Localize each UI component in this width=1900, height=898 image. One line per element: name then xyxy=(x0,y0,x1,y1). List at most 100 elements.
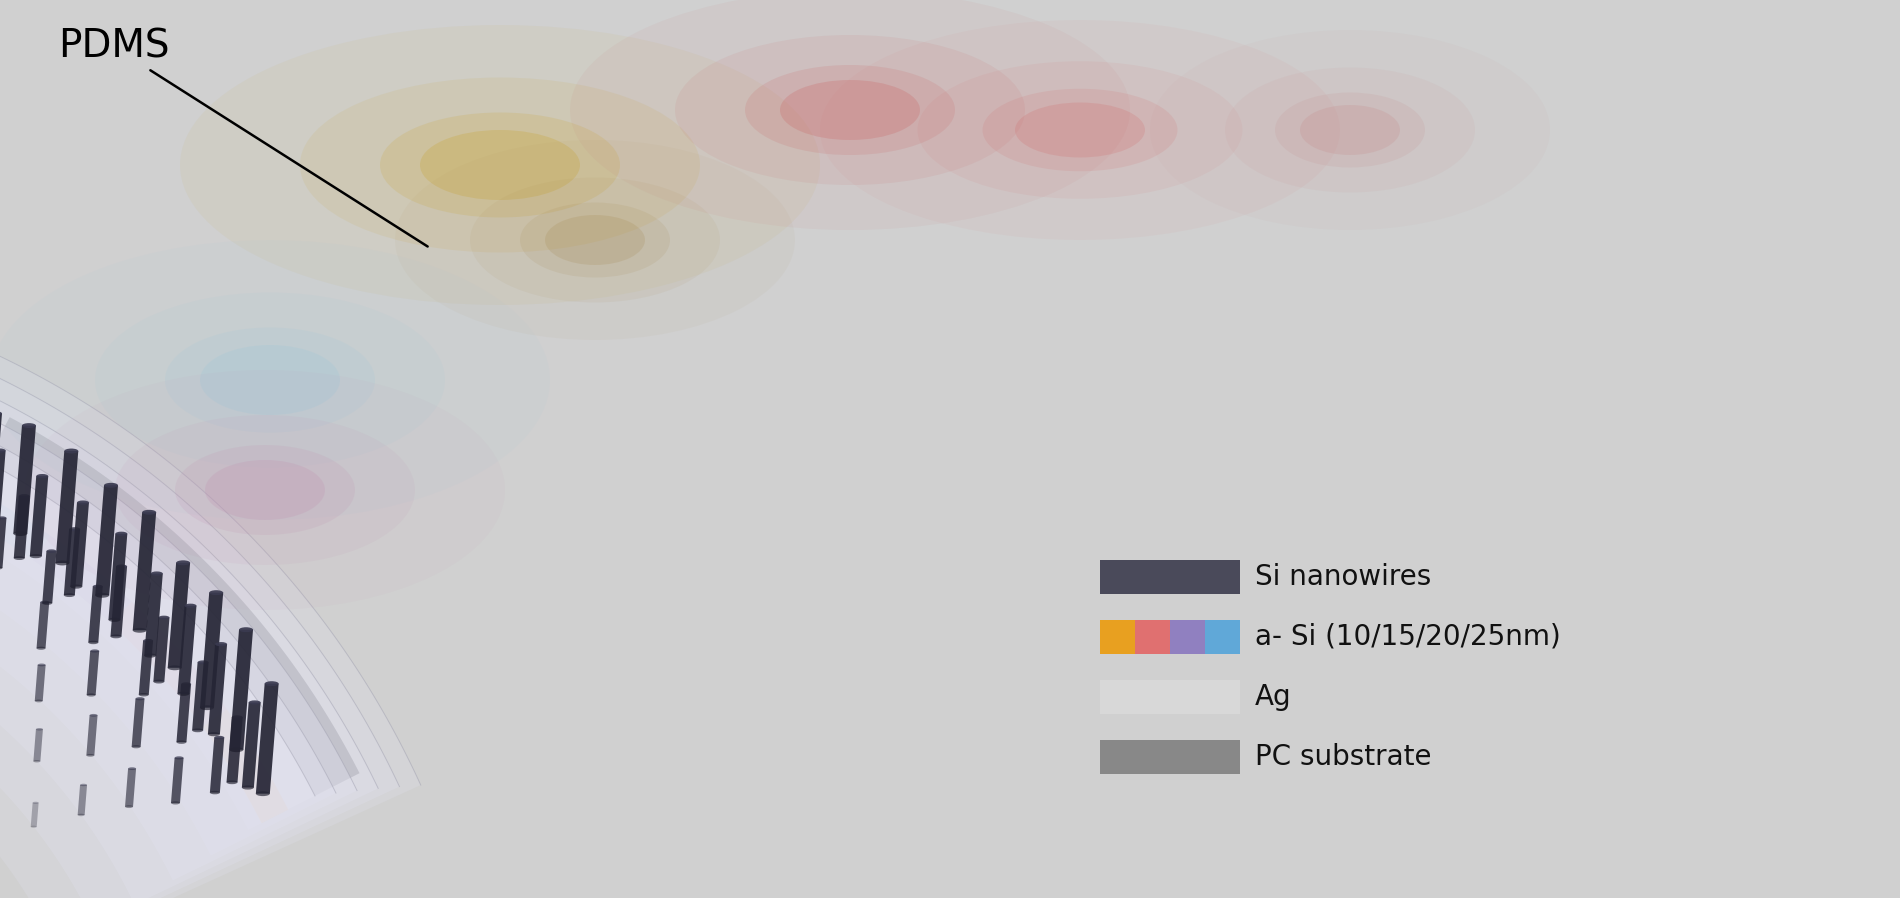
Ellipse shape xyxy=(30,554,42,559)
Polygon shape xyxy=(42,551,57,603)
Polygon shape xyxy=(131,699,144,747)
Ellipse shape xyxy=(23,423,36,428)
Ellipse shape xyxy=(207,732,220,736)
Ellipse shape xyxy=(180,682,192,686)
Ellipse shape xyxy=(32,802,38,804)
Polygon shape xyxy=(110,602,226,726)
Ellipse shape xyxy=(127,767,137,770)
Ellipse shape xyxy=(36,728,44,730)
Ellipse shape xyxy=(144,654,156,657)
Polygon shape xyxy=(177,606,196,694)
Ellipse shape xyxy=(116,565,127,568)
Ellipse shape xyxy=(95,593,108,598)
Text: a- Si (10/15/20/25nm): a- Si (10/15/20/25nm) xyxy=(1256,623,1560,651)
Polygon shape xyxy=(0,462,315,809)
Ellipse shape xyxy=(38,664,46,666)
Ellipse shape xyxy=(19,494,30,498)
Ellipse shape xyxy=(420,130,580,200)
Polygon shape xyxy=(0,518,6,568)
Ellipse shape xyxy=(264,682,279,686)
Ellipse shape xyxy=(70,585,82,589)
Polygon shape xyxy=(139,640,154,695)
Polygon shape xyxy=(30,476,48,556)
Polygon shape xyxy=(13,496,30,558)
Ellipse shape xyxy=(89,714,97,717)
Ellipse shape xyxy=(87,640,99,644)
Polygon shape xyxy=(110,567,127,637)
Ellipse shape xyxy=(89,649,99,653)
Polygon shape xyxy=(0,334,420,898)
Polygon shape xyxy=(192,663,209,730)
Ellipse shape xyxy=(241,786,255,789)
Bar xyxy=(1134,620,1170,654)
Ellipse shape xyxy=(180,25,821,305)
Ellipse shape xyxy=(745,65,956,155)
Bar xyxy=(1170,620,1205,654)
Ellipse shape xyxy=(380,112,619,217)
Polygon shape xyxy=(171,758,184,803)
Polygon shape xyxy=(0,410,357,880)
Ellipse shape xyxy=(93,585,103,588)
Ellipse shape xyxy=(200,345,340,415)
Ellipse shape xyxy=(104,483,118,488)
Polygon shape xyxy=(0,413,2,514)
Bar xyxy=(1100,560,1241,594)
Ellipse shape xyxy=(108,618,120,622)
Bar xyxy=(1100,740,1241,774)
Polygon shape xyxy=(34,729,44,762)
Polygon shape xyxy=(209,737,224,793)
Text: Si nanowires: Si nanowires xyxy=(1256,563,1431,591)
Ellipse shape xyxy=(198,660,209,665)
Ellipse shape xyxy=(25,370,505,610)
Ellipse shape xyxy=(177,560,190,565)
Polygon shape xyxy=(55,451,78,563)
Ellipse shape xyxy=(131,745,141,748)
Polygon shape xyxy=(0,451,6,529)
Ellipse shape xyxy=(0,516,6,520)
Ellipse shape xyxy=(65,449,78,453)
Ellipse shape xyxy=(1226,67,1474,192)
Ellipse shape xyxy=(249,700,260,705)
Ellipse shape xyxy=(68,527,80,531)
Polygon shape xyxy=(177,684,192,742)
Polygon shape xyxy=(230,629,253,750)
Ellipse shape xyxy=(116,415,414,565)
Ellipse shape xyxy=(674,35,1024,185)
Ellipse shape xyxy=(184,603,196,608)
Ellipse shape xyxy=(116,532,127,536)
Ellipse shape xyxy=(13,556,25,560)
Ellipse shape xyxy=(1015,102,1146,157)
Polygon shape xyxy=(0,488,49,560)
Polygon shape xyxy=(95,485,118,595)
Ellipse shape xyxy=(165,328,374,433)
Ellipse shape xyxy=(125,806,133,808)
Ellipse shape xyxy=(139,693,148,697)
Ellipse shape xyxy=(95,293,445,468)
Polygon shape xyxy=(203,709,289,823)
Ellipse shape xyxy=(80,784,87,786)
Bar xyxy=(1100,620,1134,654)
Bar xyxy=(1205,620,1241,654)
Ellipse shape xyxy=(209,590,222,595)
Polygon shape xyxy=(133,512,156,630)
Polygon shape xyxy=(0,436,336,856)
Ellipse shape xyxy=(142,639,154,642)
Ellipse shape xyxy=(200,705,215,710)
Ellipse shape xyxy=(982,89,1178,172)
Ellipse shape xyxy=(205,460,325,520)
Ellipse shape xyxy=(230,747,243,753)
Polygon shape xyxy=(167,563,190,668)
Ellipse shape xyxy=(177,740,186,744)
Ellipse shape xyxy=(215,735,224,739)
Bar xyxy=(1100,680,1241,714)
Polygon shape xyxy=(87,651,99,695)
Ellipse shape xyxy=(521,203,671,277)
Ellipse shape xyxy=(469,178,720,303)
Ellipse shape xyxy=(545,215,644,265)
Ellipse shape xyxy=(150,571,163,576)
Ellipse shape xyxy=(135,697,144,700)
Ellipse shape xyxy=(175,445,355,535)
Polygon shape xyxy=(144,574,163,656)
Ellipse shape xyxy=(232,716,243,719)
Text: Ag: Ag xyxy=(1256,683,1292,711)
